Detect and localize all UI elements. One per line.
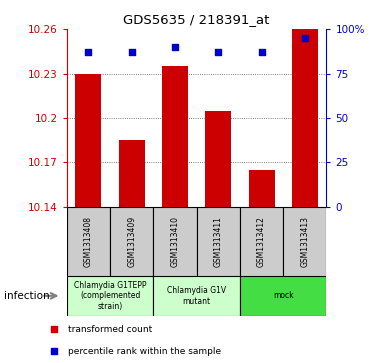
Text: GSM1313413: GSM1313413 (301, 216, 309, 267)
Point (302, 35, 308, 41)
Text: GSM1313408: GSM1313408 (84, 216, 93, 267)
Text: mock: mock (273, 291, 293, 300)
Point (85, 49, 91, 55)
Bar (153, 276, 240, 316)
Bar (205, 111, 231, 207)
Point (129, 49, 135, 55)
Bar (119, 140, 145, 207)
Bar (292, 29, 318, 207)
Bar (283, 207, 326, 276)
Text: transformed count: transformed count (68, 325, 152, 334)
Bar (67, 276, 153, 316)
Point (215, 49, 221, 55)
Title: GDS5635 / 218391_at: GDS5635 / 218391_at (124, 13, 270, 26)
Point (259, 49, 265, 55)
Bar (240, 276, 326, 316)
Point (51, 327, 57, 333)
Text: Chlamydia G1TEPP
(complemented
strain): Chlamydia G1TEPP (complemented strain) (74, 281, 146, 311)
Point (51, 348, 57, 354)
Text: Chlamydia G1V
mutant: Chlamydia G1V mutant (167, 286, 226, 306)
Text: GSM1313410: GSM1313410 (171, 216, 180, 267)
Text: GSM1313411: GSM1313411 (214, 216, 223, 267)
Bar (67, 207, 110, 276)
Bar (197, 207, 240, 276)
Bar (240, 207, 283, 276)
Text: GSM1313412: GSM1313412 (257, 216, 266, 267)
Point (172, 44, 178, 50)
Bar (249, 170, 275, 207)
Bar (110, 207, 153, 276)
Bar (75, 74, 101, 207)
Text: infection: infection (4, 291, 49, 301)
Text: GSM1313409: GSM1313409 (127, 216, 136, 267)
Bar (153, 207, 197, 276)
Text: percentile rank within the sample: percentile rank within the sample (68, 347, 221, 356)
Bar (162, 66, 188, 207)
